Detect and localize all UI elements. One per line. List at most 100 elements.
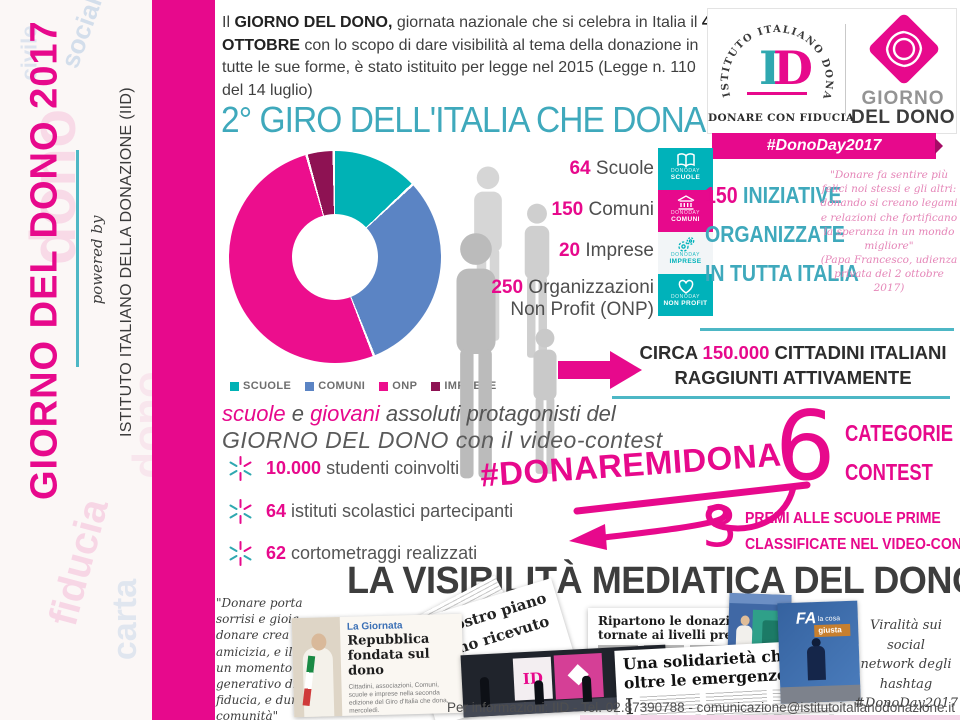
tv-screenshot-fa-la-cosa-giusta: FA la cosa giusta bbox=[777, 600, 861, 704]
video-contest-intro-line2: GIORNO DEL DONO con il video-contest bbox=[222, 427, 663, 453]
book-icon bbox=[676, 153, 695, 169]
person-silhouette bbox=[432, 232, 520, 482]
section-title-giro: 2° GIRO DELL'ITALIA CHE DONA bbox=[221, 99, 706, 140]
tile-donoday-imprese: DONODAY IMPRESE bbox=[658, 232, 713, 274]
sparkle-icon bbox=[229, 456, 252, 481]
sidebar: dono sociale civile fiducia carta dono G… bbox=[0, 0, 215, 720]
tile-donoday-scuole: DONODAY SCUOLE bbox=[658, 148, 713, 190]
social-virality-note: Viralità sui social network degli hashta… bbox=[854, 616, 958, 720]
studio-pink-panel bbox=[553, 653, 604, 700]
bullet-value: 62 bbox=[266, 543, 287, 563]
bullet-label: cortometraggi realizzati bbox=[291, 543, 478, 563]
contest-categories-number: 6 bbox=[775, 392, 836, 502]
stat-value: 20 bbox=[558, 240, 581, 261]
article-kicker: La Giornata bbox=[346, 620, 403, 633]
bullet-text: 62 cortometraggi realizzati bbox=[266, 543, 477, 564]
sidebar-divider-line bbox=[76, 150, 79, 367]
legend-swatch bbox=[379, 381, 389, 391]
mattarella-quote-text: "Donare porta sorrisi e gioia, donare cr… bbox=[216, 596, 338, 720]
initiatives-value: 150 bbox=[705, 182, 738, 208]
video-contest-intro-line1: scuole e giovani assoluti protagonisti d… bbox=[222, 401, 616, 427]
pope-quote-text: "Donare fa sentire più felici noi stessi… bbox=[820, 169, 958, 252]
iid-tagline: DONARE CON FIDUCIA bbox=[708, 112, 855, 124]
iid-letter-i: I bbox=[759, 41, 781, 95]
legend-swatch bbox=[431, 381, 441, 391]
stat-label-line2: Non Profit (ONP) bbox=[510, 299, 654, 320]
heart-icon bbox=[678, 279, 693, 294]
bullet-cortometraggi: 62 cortometraggi realizzati bbox=[227, 540, 477, 567]
watermark-word: carta bbox=[106, 578, 145, 661]
legend-swatch bbox=[230, 381, 239, 391]
contest-prizes-number: 3 bbox=[702, 495, 738, 560]
legend-item: COMUNI bbox=[305, 380, 365, 392]
person-silhouette bbox=[514, 190, 560, 373]
legend-swatch bbox=[305, 381, 315, 391]
stat-value: 250 bbox=[491, 277, 524, 298]
reach-text: CITTADINI ITALIANI bbox=[769, 342, 947, 363]
right-arrow-icon bbox=[558, 361, 610, 379]
organization-name-vertical: ISTITUTO ITALIANO DELLA DONAZIONE (IID) bbox=[118, 87, 135, 437]
stat-label: Comuni bbox=[588, 199, 654, 220]
bullet-studenti: 10.000 studenti coinvolti bbox=[227, 455, 459, 482]
social-line: hashtag bbox=[879, 676, 933, 692]
pope-quote: "Donare fa sentire più felici noi stessi… bbox=[820, 168, 958, 296]
iid-logo: ISTITUTO ITALIANO DONAZIONE I D bbox=[711, 10, 833, 102]
intro-bold-date: 4 OTTOBRE bbox=[222, 14, 711, 54]
tile-donoday-comuni: DONODAY COMUNI bbox=[658, 190, 713, 232]
pope-quote-attribution: (Papa Francesco, udienza privata del 2 o… bbox=[820, 254, 958, 295]
tile-brand: DONODAY bbox=[670, 168, 701, 174]
contest-prizes-label1: PREMI ALLE SCUOLE PRIME bbox=[745, 510, 941, 527]
right-arrow-head bbox=[610, 351, 642, 389]
stat-label: Organizzazioni bbox=[528, 277, 654, 298]
donoday-hashtag-banner: #DonoDay2017 bbox=[712, 133, 943, 159]
iid-underline bbox=[747, 92, 807, 95]
tv-show-title-small: la cosa bbox=[817, 615, 841, 624]
giorno-del-dono-diamond-icon bbox=[869, 14, 939, 84]
studio-id-panel: ID bbox=[512, 656, 553, 701]
stat-onp: 250 Organizzazioni Non Profit (ONP) bbox=[452, 277, 654, 321]
bullet-text: 64 istituti scolastici partecipanti bbox=[266, 501, 513, 522]
stat-comuni: 150 Comuni bbox=[452, 199, 654, 221]
initiatives-block: 150 INIZIATIVE ORGANIZZATE IN TUTTA ITAL… bbox=[705, 176, 859, 293]
reach-line2: RAGGIUNTI ATTIVAMENTE bbox=[674, 366, 912, 388]
legend-label: SCUOLE bbox=[243, 380, 292, 392]
vc-highlight: scuole bbox=[222, 401, 286, 426]
person-silhouette-child bbox=[520, 328, 570, 476]
bullet-istituti: 64 istituti scolastici partecipanti bbox=[227, 498, 513, 525]
intro-text: Il bbox=[222, 14, 235, 31]
sparkle-icon bbox=[229, 541, 252, 566]
event-title-vertical: GIORNO DEL DONO 2017 bbox=[23, 20, 66, 500]
intro-bold-event: GIORNO DEL DONO, bbox=[234, 14, 393, 31]
gears-icon bbox=[677, 237, 694, 252]
reach-value: 150.000 bbox=[702, 342, 770, 363]
social-line: Viralità sui social bbox=[870, 618, 942, 653]
initiatives-word: INIZIATIVE bbox=[737, 182, 842, 208]
stat-scuole: 64 Scuole bbox=[452, 158, 654, 180]
media-section-title: LA VISIBILITÀ MEDIATICA DEL DONO bbox=[347, 560, 960, 602]
bullet-value: 64 bbox=[266, 501, 287, 521]
category-tile-strip: DONODAY SCUOLE DONODAY COMUNI DONODAY IM… bbox=[658, 148, 713, 316]
legend-label: COMUNI bbox=[318, 380, 366, 392]
tile-brand: DONODAY bbox=[670, 294, 701, 300]
donut-hole bbox=[292, 214, 378, 300]
bullet-value: 10.000 bbox=[266, 458, 322, 478]
footer-contact-info: Per informazioni: IID - Tel. 02.87390788… bbox=[447, 700, 955, 715]
social-line: network degli bbox=[860, 657, 952, 672]
sidebar-accent-bar bbox=[152, 0, 215, 720]
tv2-person-head bbox=[740, 615, 750, 626]
tile-name: NON PROFIT bbox=[663, 300, 708, 307]
intro-paragraph: Il GIORNO DEL DONO, giornata nazionale c… bbox=[222, 12, 714, 103]
bullet-text: 10.000 studenti coinvolti bbox=[266, 458, 459, 479]
vc-text: e bbox=[285, 401, 311, 426]
tile-name: IMPRESE bbox=[669, 258, 702, 265]
iid-letter-d: D bbox=[773, 41, 813, 95]
vc-text: assoluti protagonisti del bbox=[379, 401, 616, 426]
bottom-accent-strip bbox=[580, 715, 960, 720]
tile-name: SCUOLE bbox=[670, 174, 701, 181]
stat-label: Imprese bbox=[585, 240, 654, 261]
tile-donoday-nonprofit: DONODAY NON PROFIT bbox=[658, 274, 713, 316]
stat-value: 64 bbox=[569, 158, 591, 179]
intro-text: con lo scopo di dare visibilità al tema … bbox=[222, 36, 699, 100]
gdd-logo-line1: GIORNO bbox=[861, 88, 945, 109]
